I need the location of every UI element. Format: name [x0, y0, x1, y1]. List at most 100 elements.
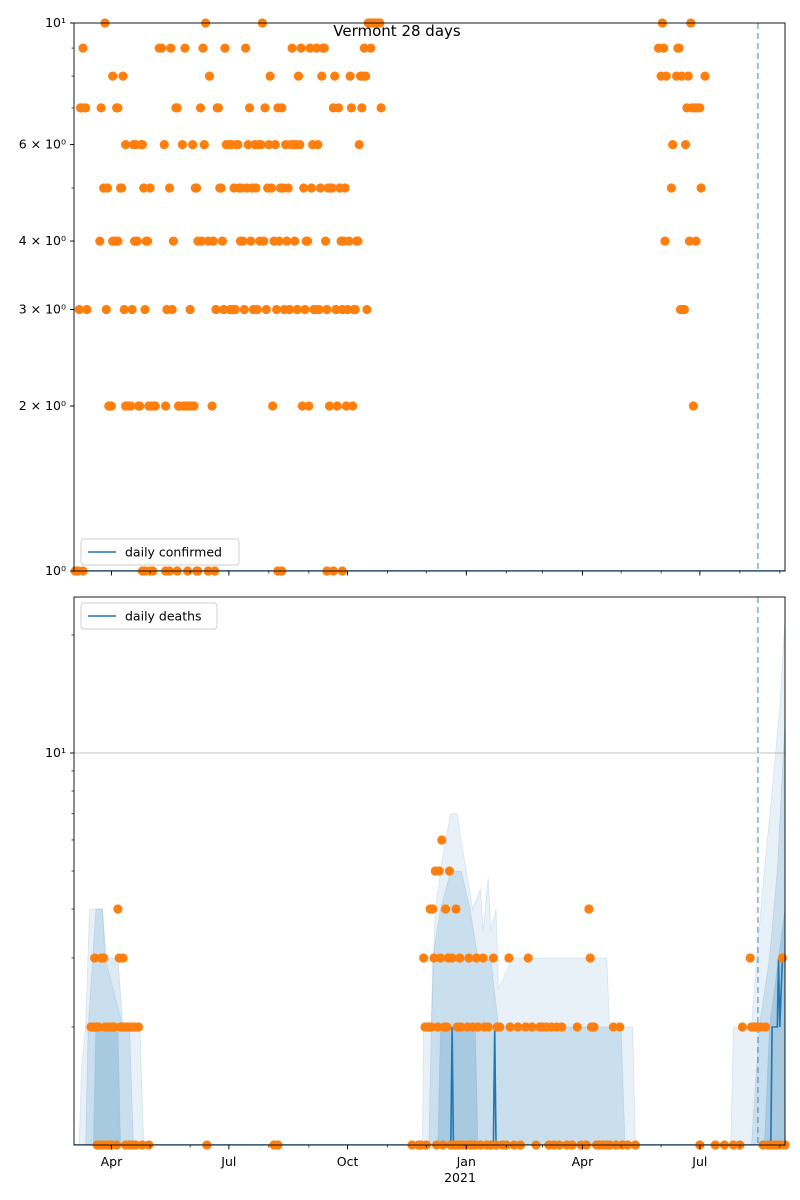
data-point [344, 236, 354, 246]
data-point [133, 1022, 144, 1032]
data-point [243, 140, 253, 150]
data-point [737, 1022, 748, 1032]
data-point [113, 103, 123, 113]
data-point [426, 1022, 436, 1032]
data-point [361, 71, 371, 81]
legend-label: daily confirmed [125, 545, 222, 560]
y-tick-label: 10¹ [45, 745, 66, 760]
data-point [292, 304, 302, 315]
data-point [211, 304, 221, 315]
data-point [319, 43, 329, 53]
data-point [444, 866, 455, 876]
data-point [303, 236, 313, 246]
data-point [306, 183, 316, 193]
data-point [679, 304, 690, 315]
y-tick-label: 4 × 10⁰ [19, 233, 66, 248]
data-point [132, 236, 142, 246]
data-point [359, 43, 369, 53]
data-point [332, 401, 342, 411]
data-point [90, 953, 100, 963]
data-point [293, 71, 304, 81]
data-point [557, 1022, 567, 1032]
data-point [137, 140, 147, 150]
data-point [327, 183, 337, 193]
data-point [464, 953, 474, 963]
uncertainty-band [85, 721, 785, 1145]
data-point [313, 140, 323, 150]
data-point [589, 1022, 599, 1032]
x-axis-year-label: 2021 [444, 1170, 476, 1185]
axes-frame [73, 22, 786, 572]
figure-title: Vermont 28 days [333, 22, 461, 40]
data-point [204, 71, 215, 81]
data-point [428, 904, 438, 914]
data-point [429, 953, 439, 963]
data-point [118, 953, 128, 963]
data-point [353, 236, 363, 246]
y-tick-label: 6 × 10⁰ [19, 137, 66, 152]
data-point [93, 1022, 104, 1032]
plot-area [74, 618, 785, 1145]
data-point [521, 1022, 531, 1032]
data-point [159, 140, 169, 150]
data-point [117, 183, 127, 193]
data-point [584, 904, 594, 914]
data-point [330, 71, 340, 81]
data-point [441, 904, 451, 914]
data-point [684, 236, 695, 246]
data-point [198, 43, 208, 53]
data-point [681, 140, 691, 150]
y-tick-label: 10¹ [45, 15, 66, 30]
legend-label: daily deaths [125, 609, 202, 624]
data-point [350, 304, 360, 315]
data-point [472, 953, 482, 963]
data-point [185, 304, 195, 315]
data-point [252, 304, 262, 315]
data-point [527, 1022, 537, 1032]
data-point [219, 304, 229, 315]
data-point [238, 236, 248, 246]
data-point [246, 236, 256, 246]
data-point [297, 401, 307, 411]
data-point [695, 103, 705, 113]
data-point [661, 71, 671, 81]
data-point [688, 401, 699, 411]
series-line [74, 957, 785, 1145]
data-point [213, 103, 224, 113]
data-point [150, 401, 160, 411]
data-point [488, 953, 498, 963]
data-point [272, 304, 282, 315]
data-point [523, 953, 533, 963]
data-point [118, 71, 128, 81]
data-point [674, 43, 684, 53]
data-point [102, 183, 113, 193]
data-point [217, 236, 227, 246]
data-point [106, 401, 116, 411]
data-point [478, 953, 488, 963]
data-point [113, 236, 123, 246]
data-point [264, 140, 274, 150]
data-point [354, 140, 364, 150]
data-point [81, 103, 91, 113]
data-point [299, 183, 309, 193]
data-point [341, 401, 351, 411]
data-point [666, 183, 677, 193]
data-point [145, 183, 155, 193]
data-point [777, 953, 788, 963]
data-point [745, 953, 755, 963]
data-point [274, 236, 284, 246]
data-point [290, 236, 300, 246]
y-tick-label: 3 × 10⁰ [19, 302, 66, 317]
data-point [287, 43, 297, 53]
confirmed-panel: 10¹ 6 × 10⁰ 4 × 10⁰ 3 × 10⁰ 2 × 10⁰ 10⁰ daily … [19, 15, 786, 578]
x-tick-label: Jul [691, 1154, 707, 1169]
data-point [119, 304, 129, 315]
data-point [331, 304, 341, 315]
data-point [82, 304, 92, 315]
data-point [251, 183, 261, 193]
data-point [317, 71, 327, 81]
data-point [312, 43, 322, 53]
data-point [244, 103, 255, 113]
data-point [261, 304, 271, 315]
data-point [108, 71, 118, 81]
